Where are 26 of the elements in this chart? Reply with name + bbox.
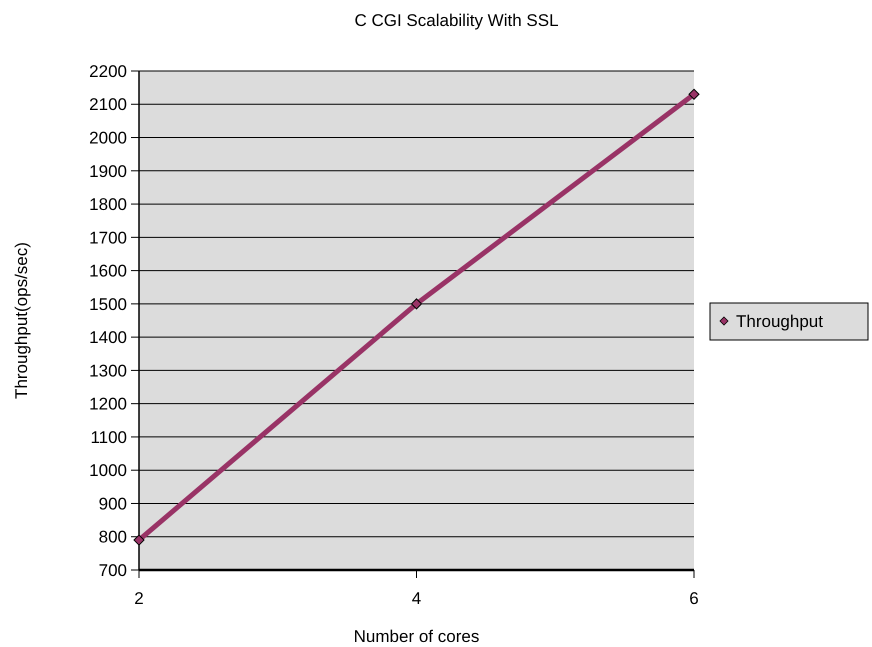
y-tick-label: 1100	[90, 428, 127, 447]
y-tick-label: 1700	[89, 228, 127, 248]
x-tick-label: 6	[689, 589, 699, 608]
y-tick-label: 1600	[89, 262, 127, 281]
y-tick-label: 2000	[89, 128, 127, 148]
y-tick-label: 2100	[89, 95, 127, 114]
point	[688, 88, 700, 100]
y-tick-label: 1500	[89, 294, 127, 314]
legend-label: Throughput	[736, 312, 824, 331]
y-tick-label: 700	[98, 560, 127, 580]
point	[134, 534, 144, 546]
x-tick-label: 2	[134, 589, 144, 608]
y-tick-label: 900	[98, 494, 127, 514]
x-tick-label: 4	[412, 589, 422, 608]
y-tick-label: 1000	[89, 461, 127, 480]
y-axis-title: Throughput(ops/sec)	[12, 242, 31, 399]
x-axis-title: Number of cores	[354, 627, 480, 646]
y-tick-label: 800	[98, 528, 127, 547]
y-tick-label: 1300	[89, 361, 127, 380]
point	[411, 298, 422, 310]
y-tick-label: 1400	[89, 328, 127, 348]
chart-title: C CGI Scalability With SSL	[354, 11, 559, 30]
y-tick-label: 1200	[89, 394, 127, 414]
y-tick-label: 1800	[89, 195, 127, 214]
y-tick-label: 2200	[89, 62, 127, 81]
y-tick-label: 1900	[89, 162, 127, 181]
